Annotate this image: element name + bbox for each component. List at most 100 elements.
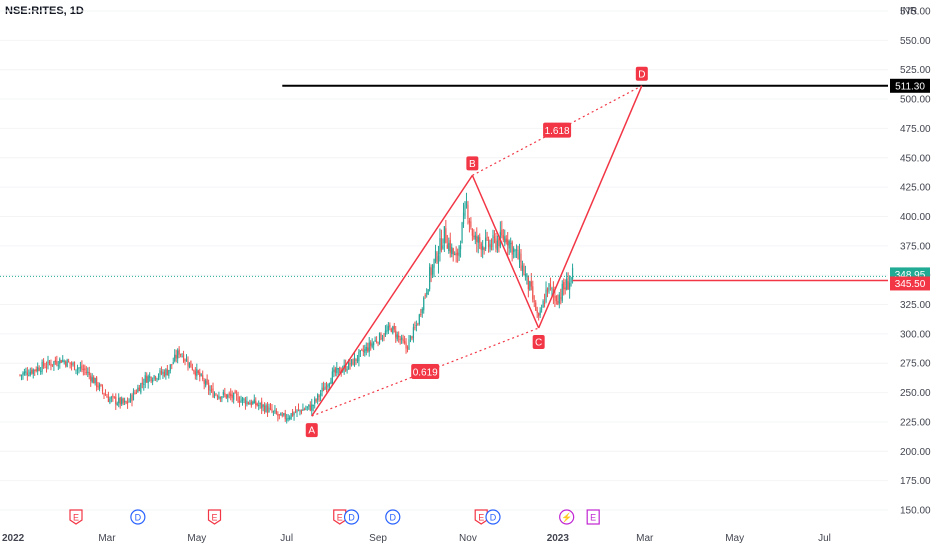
pattern-point-badge (305, 423, 318, 438)
pattern-point-label: C (535, 338, 542, 349)
candle-body (196, 368, 198, 377)
candle-body (311, 404, 313, 411)
candle-body (398, 335, 400, 338)
pattern-point-badge (466, 156, 479, 171)
candle-body (493, 236, 496, 239)
candle-body (546, 287, 549, 293)
candle-body (274, 409, 276, 412)
candle-body (48, 361, 51, 364)
candle-body (178, 349, 180, 355)
candle-body (76, 367, 79, 370)
candle-body (560, 297, 562, 299)
candle-body (266, 405, 269, 413)
candle-body (228, 393, 230, 395)
candle-body (489, 243, 491, 250)
candle-body (180, 354, 182, 356)
candle-body (474, 235, 476, 240)
candle-body (433, 259, 435, 268)
candle-body (261, 401, 263, 409)
candle-body (90, 375, 92, 382)
candle-body (374, 340, 376, 342)
candle-body (121, 398, 123, 405)
candle-body (482, 245, 484, 250)
ratio-badge (543, 122, 572, 138)
candle-body (153, 375, 155, 379)
candle-body (465, 202, 468, 206)
x-tick-label: Jul (818, 533, 831, 544)
candle-body (318, 395, 320, 397)
candle-body (215, 394, 217, 396)
candle-body (278, 414, 280, 416)
candle-body (150, 377, 152, 382)
candle-body (19, 374, 21, 376)
candle-body (221, 396, 223, 399)
candle-body (73, 361, 76, 370)
candle-body (399, 338, 401, 341)
candle-body (45, 366, 48, 368)
candle-body (437, 255, 440, 264)
candle-body (37, 366, 39, 372)
candle-body (234, 391, 236, 394)
candle-body (457, 252, 459, 256)
earnings-icon (474, 509, 488, 525)
candle-body (414, 327, 416, 329)
candle-body (122, 398, 124, 403)
candle-body (191, 367, 193, 370)
candle-body (163, 371, 166, 377)
x-tick-label: Nov (459, 533, 477, 544)
candle-body (252, 401, 254, 405)
candle-body (393, 325, 395, 330)
candle-body (406, 347, 409, 349)
candle-body (495, 238, 497, 249)
candle-body (112, 395, 114, 397)
y-tick-label: 225.00 (900, 417, 931, 428)
event-letter: E (478, 513, 484, 523)
candle-body (312, 405, 314, 407)
candle-body (236, 394, 238, 396)
candle-body (461, 222, 463, 244)
candle-body (346, 369, 348, 371)
candle-body (378, 332, 381, 344)
candle-body (424, 295, 426, 297)
candle-body (66, 359, 68, 368)
candle-body (59, 358, 61, 364)
candle-body (166, 369, 168, 376)
candle-body (268, 407, 270, 412)
y-tick-label: 450.00 (900, 153, 931, 164)
y-tick-label: 400.00 (900, 212, 931, 223)
candle-body (78, 367, 80, 369)
candle-body (79, 367, 82, 369)
candle-body (451, 247, 453, 255)
event-letter: D (135, 513, 142, 523)
candle-body (65, 361, 67, 366)
candle-body (184, 359, 186, 361)
candle-body (485, 237, 487, 249)
candle-body (476, 236, 478, 242)
candle-body (551, 288, 553, 290)
candle-body (355, 358, 357, 361)
candle-body (356, 359, 359, 361)
candle-body (162, 371, 164, 374)
candle-body (563, 281, 565, 290)
y-tick-label: 325.00 (900, 300, 931, 311)
candle-body (137, 387, 139, 393)
y-tick-label: 375.00 (900, 241, 931, 252)
candle-body (60, 360, 62, 363)
candle-body (199, 372, 201, 377)
candle-body (362, 350, 364, 352)
candle-body (303, 409, 305, 411)
price-badge (890, 78, 930, 93)
candle-body (85, 371, 87, 373)
candle-body (224, 393, 226, 395)
candle-body (467, 204, 469, 220)
candle-body (146, 375, 148, 383)
event-letter: E (337, 513, 343, 523)
candle-body (247, 402, 249, 404)
candle-body (417, 324, 419, 326)
candle-body (75, 369, 77, 371)
candle-body (40, 371, 42, 373)
pattern-point-badge (635, 66, 648, 81)
candle-body (552, 289, 555, 294)
candle-body (182, 354, 185, 362)
